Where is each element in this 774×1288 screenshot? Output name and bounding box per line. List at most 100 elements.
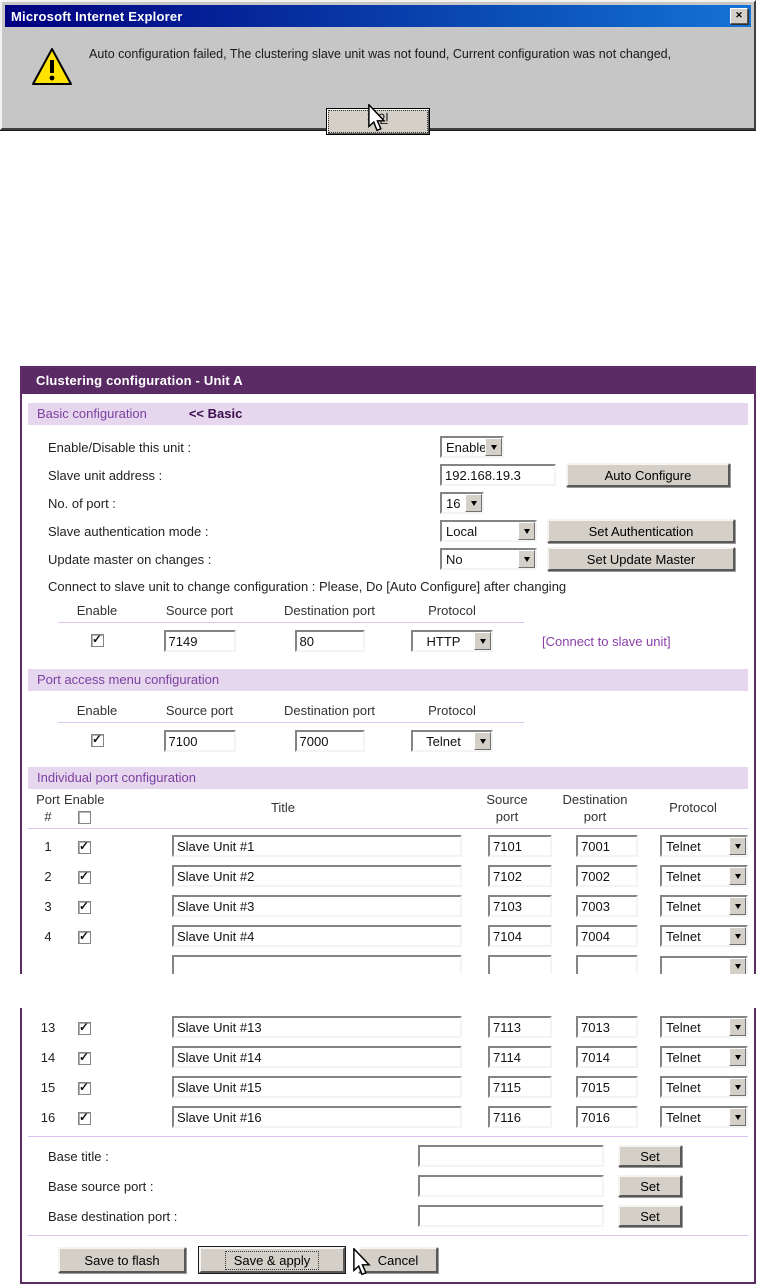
- save-and-apply-button[interactable]: Save & apply: [199, 1247, 345, 1273]
- source-port-input[interactable]: [488, 895, 552, 917]
- connect-source-port-input[interactable]: [163, 630, 236, 652]
- protocol-select[interactable]: Telnet: [660, 1016, 748, 1038]
- source-port-input[interactable]: [488, 1106, 552, 1128]
- chevron-down-icon[interactable]: [729, 837, 746, 855]
- dialog-titlebar[interactable]: Microsoft Internet Explorer ✕: [5, 5, 751, 27]
- destination-port-input[interactable]: [576, 1016, 638, 1038]
- connect-destination-port-input[interactable]: [294, 630, 365, 652]
- base-title-input[interactable]: [418, 1145, 604, 1167]
- auth-mode-select[interactable]: Local: [440, 520, 537, 542]
- port-title-input[interactable]: [172, 925, 462, 947]
- save-to-flash-button[interactable]: Save to flash: [58, 1247, 186, 1273]
- enable-checkbox[interactable]: ✓: [77, 1021, 91, 1035]
- port-title-input[interactable]: [172, 835, 462, 857]
- chevron-down-icon[interactable]: [729, 927, 746, 945]
- table-row: 1 ✓ Telnet: [22, 831, 754, 861]
- source-port-input[interactable]: [488, 1046, 552, 1068]
- source-port-input[interactable]: [488, 1076, 552, 1098]
- chevron-down-icon[interactable]: [518, 550, 535, 568]
- port-title-input[interactable]: [172, 955, 462, 974]
- connect-enable-checkbox[interactable]: ✓: [90, 633, 104, 648]
- enable-checkbox[interactable]: ✓: [77, 1051, 91, 1065]
- port-title-input[interactable]: [172, 1076, 462, 1098]
- destination-port-input[interactable]: [576, 835, 638, 857]
- source-port-input[interactable]: [488, 955, 552, 974]
- port-access-enable-checkbox[interactable]: ✓: [90, 732, 104, 748]
- port-access-source-port-input[interactable]: [163, 730, 236, 752]
- chevron-down-icon[interactable]: [729, 1108, 746, 1126]
- chevron-down-icon[interactable]: [729, 1078, 746, 1096]
- enable-checkbox[interactable]: ✓: [77, 898, 91, 914]
- base-source-port-input[interactable]: [418, 1175, 604, 1197]
- col-source-port: Source port: [486, 792, 528, 824]
- port-title-input[interactable]: [172, 1046, 462, 1068]
- protocol-select[interactable]: Telnet: [660, 895, 748, 917]
- chevron-down-icon[interactable]: [474, 632, 491, 650]
- port-number: 4: [44, 928, 52, 944]
- chevron-down-icon[interactable]: [729, 867, 746, 885]
- destination-port-input[interactable]: [576, 865, 638, 887]
- base-destination-port-input[interactable]: [418, 1205, 604, 1227]
- chevron-down-icon[interactable]: [465, 494, 482, 512]
- source-port-input[interactable]: [488, 925, 552, 947]
- destination-port-input[interactable]: [576, 1106, 638, 1128]
- source-port-input[interactable]: [488, 1016, 552, 1038]
- no-of-port-select[interactable]: 16: [440, 492, 484, 514]
- slave-address-input[interactable]: [440, 464, 556, 486]
- source-port-input[interactable]: [488, 835, 552, 857]
- section-basic-label: Basic configuration: [37, 406, 147, 421]
- protocol-select[interactable]: Telnet: [660, 925, 748, 947]
- check-icon: ✓: [78, 898, 90, 913]
- enable-checkbox[interactable]: ✓: [77, 1111, 91, 1125]
- chevron-down-icon[interactable]: [729, 1018, 746, 1036]
- destination-port-input[interactable]: [576, 895, 638, 917]
- enable-checkbox[interactable]: ✓: [77, 870, 91, 884]
- enable-checkbox[interactable]: ✓: [77, 1081, 91, 1095]
- cancel-button[interactable]: Cancel: [358, 1247, 438, 1273]
- enable-checkbox[interactable]: ✓: [77, 930, 91, 944]
- update-master-select[interactable]: No: [440, 548, 537, 570]
- chevron-down-icon[interactable]: [485, 438, 502, 456]
- source-port-input[interactable]: [488, 865, 552, 887]
- dialog-title: Microsoft Internet Explorer: [11, 8, 183, 24]
- chevron-down-icon[interactable]: [474, 732, 491, 750]
- mouse-cursor: [352, 1246, 372, 1281]
- destination-port-input[interactable]: [576, 1046, 638, 1068]
- destination-port-input[interactable]: [576, 925, 638, 947]
- close-icon[interactable]: ✕: [730, 8, 748, 24]
- enable-all-checkbox[interactable]: [77, 811, 91, 825]
- protocol-select[interactable]: Telnet: [660, 865, 748, 887]
- destination-port-input[interactable]: [576, 1076, 638, 1098]
- port-access-protocol-select[interactable]: Telnet: [411, 730, 493, 752]
- check-icon: ✓: [91, 732, 103, 747]
- protocol-select[interactable]: Telnet: [660, 1106, 748, 1128]
- auto-configure-button[interactable]: Auto Configure: [566, 463, 730, 487]
- protocol-select[interactable]: [660, 955, 748, 974]
- protocol-select[interactable]: Telnet: [660, 1076, 748, 1098]
- header-underline: [58, 622, 524, 623]
- set-base-source-button[interactable]: Set: [618, 1175, 682, 1197]
- destination-port-input[interactable]: [576, 955, 638, 974]
- connect-protocol-select[interactable]: HTTP: [411, 630, 493, 652]
- chevron-down-icon[interactable]: [518, 522, 535, 540]
- chevron-down-icon[interactable]: [729, 957, 746, 974]
- set-base-title-button[interactable]: Set: [618, 1145, 682, 1167]
- enable-disable-select[interactable]: Enable: [440, 436, 504, 458]
- chevron-down-icon[interactable]: [729, 1048, 746, 1066]
- chevron-down-icon[interactable]: [729, 897, 746, 915]
- connect-to-slave-link[interactable]: [Connect to slave unit]: [542, 633, 671, 649]
- protocol-select[interactable]: Telnet: [660, 835, 748, 857]
- protocol-select[interactable]: Telnet: [660, 1046, 748, 1068]
- slave-address-label: Slave unit address :: [48, 467, 163, 483]
- set-base-destination-button[interactable]: Set: [618, 1205, 682, 1227]
- connect-table-row: ✓ HTTP [Connect to slave unit]: [22, 625, 754, 657]
- port-title-input[interactable]: [172, 1016, 462, 1038]
- set-update-master-button[interactable]: Set Update Master: [547, 547, 735, 571]
- port-title-input[interactable]: [172, 1106, 462, 1128]
- enable-checkbox[interactable]: ✓: [77, 840, 91, 854]
- port-access-destination-port-input[interactable]: [294, 730, 365, 752]
- basic-nav-link[interactable]: << Basic: [188, 406, 243, 421]
- set-authentication-button[interactable]: Set Authentication: [547, 519, 735, 543]
- port-title-input[interactable]: [172, 865, 462, 887]
- port-title-input[interactable]: [172, 895, 462, 917]
